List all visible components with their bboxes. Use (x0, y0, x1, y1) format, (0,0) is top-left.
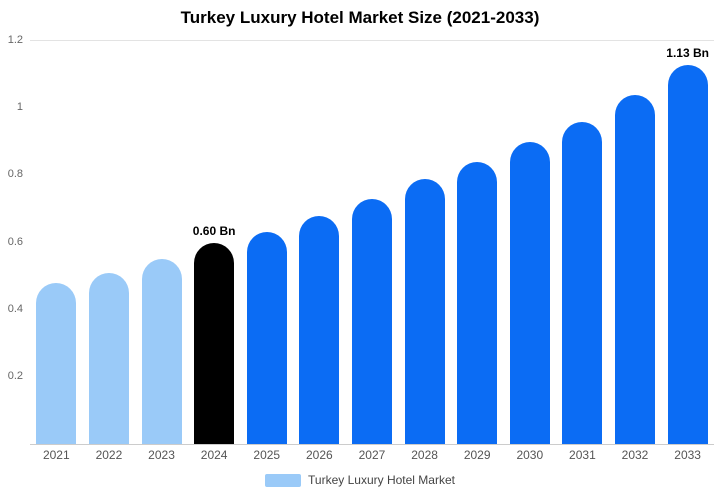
legend: Turkey Luxury Hotel Market (0, 473, 720, 487)
bar-column-2025 (240, 41, 293, 444)
bar-column-2022 (83, 41, 136, 444)
bar-column-2033: 1.13 Bn (661, 41, 714, 444)
x-axis-label-2028: 2028 (411, 448, 438, 462)
y-tick-label: 0.8 (7, 168, 23, 181)
y-tick-label: 1 (16, 101, 23, 114)
bar-column-2023 (135, 41, 188, 444)
bar-2021 (36, 282, 77, 444)
x-axis-label-2024: 2024 (200, 448, 228, 462)
x-axis-label-2021: 2021 (42, 448, 70, 462)
bar-column-2026 (293, 41, 346, 444)
plot-area: 0.60 Bn 1.13 Bn (30, 40, 714, 445)
x-axis-label-2026: 2026 (306, 448, 333, 462)
x-axis-label-2029: 2029 (463, 448, 491, 462)
x-axis-label-2030: 2030 (516, 448, 544, 462)
bar-2029 (457, 161, 498, 444)
bar-2028 (404, 178, 445, 444)
bar-column-2021 (30, 41, 83, 444)
x-axis-label-2027: 2027 (358, 448, 386, 462)
bar-2031 (562, 121, 603, 444)
y-tick-label: 0.6 (7, 235, 23, 248)
bar-value-label: 0.60 Bn (192, 223, 236, 238)
bar-column-2028 (398, 41, 451, 444)
y-tick-label: 0.2 (7, 369, 23, 382)
bar-2023 (141, 259, 182, 444)
y-tick-label: 0.4 (7, 302, 23, 315)
bar-2022 (88, 272, 129, 444)
y-axis: 0.2 0.4 0.6 0.8 1 1.2 (0, 34, 26, 443)
bar-value-label: 1.13 Bn (666, 45, 709, 60)
x-axis-label-2023: 2023 (148, 448, 175, 462)
legend-label: Turkey Luxury Hotel Market (308, 473, 455, 487)
bar-column-2024: 0.60 Bn (188, 41, 241, 444)
bar-column-2029 (451, 41, 504, 444)
bar-2027 (351, 198, 392, 444)
bar-column-2031 (556, 41, 609, 444)
bar-2026 (299, 215, 340, 444)
bar-2033 (667, 64, 708, 444)
bar-column-2027 (346, 41, 399, 444)
x-axis-labels: 2021 2022 2023 2024 2025 2026 2027 2028 2029 2030… (30, 448, 714, 462)
bar-column-2030 (503, 41, 556, 444)
x-axis-label-2031: 2031 (569, 448, 596, 462)
chart-title: Turkey Luxury Hotel Market Size (2021-20… (180, 8, 540, 27)
x-axis-label-2022: 2022 (95, 448, 123, 462)
x-axis-label-2032: 2032 (621, 448, 649, 462)
y-tick-label: 1.2 (7, 34, 23, 46)
bar-2025 (246, 232, 287, 444)
x-axis-label-2033: 2033 (674, 448, 701, 462)
bar-2030 (509, 141, 550, 444)
bar-column-2032 (609, 41, 662, 444)
x-axis-label-2025: 2025 (253, 448, 281, 462)
legend-swatch (265, 473, 302, 487)
bar-2032 (615, 94, 655, 444)
bar-2024 (194, 242, 235, 444)
